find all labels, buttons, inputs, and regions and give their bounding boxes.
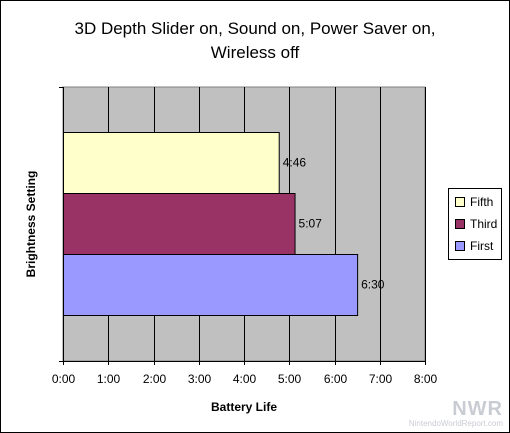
legend-swatch <box>455 241 465 251</box>
x-tick-label: 5:00 <box>278 372 302 386</box>
bar-fifth <box>63 132 280 194</box>
legend-item-third: Third <box>455 217 497 231</box>
x-tick-label: 7:00 <box>369 372 393 386</box>
watermark-site: NintendoWorldReport.com <box>408 419 503 428</box>
chart-title-line-1: 3D Depth Slider on, Sound on, Power Save… <box>74 19 436 38</box>
x-tick-label: 8:00 <box>414 372 438 386</box>
data-label-third: 5:07 <box>299 217 323 231</box>
x-axis-title: Battery Life <box>211 400 277 414</box>
legend: Fifth Third First <box>448 188 502 260</box>
watermark-brand: NWR <box>452 398 503 420</box>
watermark: NWR NintendoWorldReport.com <box>409 399 503 428</box>
x-tick-label: 2:00 <box>143 372 167 386</box>
legend-swatch <box>455 197 465 207</box>
legend-label: First <box>470 239 494 253</box>
x-tick-label: 1:00 <box>97 372 121 386</box>
legend-item-fifth: Fifth <box>455 195 493 209</box>
bar-first <box>63 254 359 316</box>
data-label-first: 6:30 <box>361 278 385 292</box>
y-axis-title: Brightness Setting <box>24 171 38 278</box>
bar-third <box>63 193 296 255</box>
x-tick-label: 3:00 <box>188 372 212 386</box>
chart-title-line-2: Wireless off <box>210 43 300 62</box>
data-label-fifth: 4:46 <box>283 156 307 170</box>
x-tick-label: 4:00 <box>233 372 257 386</box>
x-tick-label: 6:00 <box>324 372 348 386</box>
x-tick-label: 0:00 <box>52 372 76 386</box>
legend-label: Fifth <box>470 195 494 209</box>
legend-swatch <box>455 219 465 229</box>
legend-item-first: First <box>455 239 493 253</box>
legend-label: Third <box>470 217 498 231</box>
